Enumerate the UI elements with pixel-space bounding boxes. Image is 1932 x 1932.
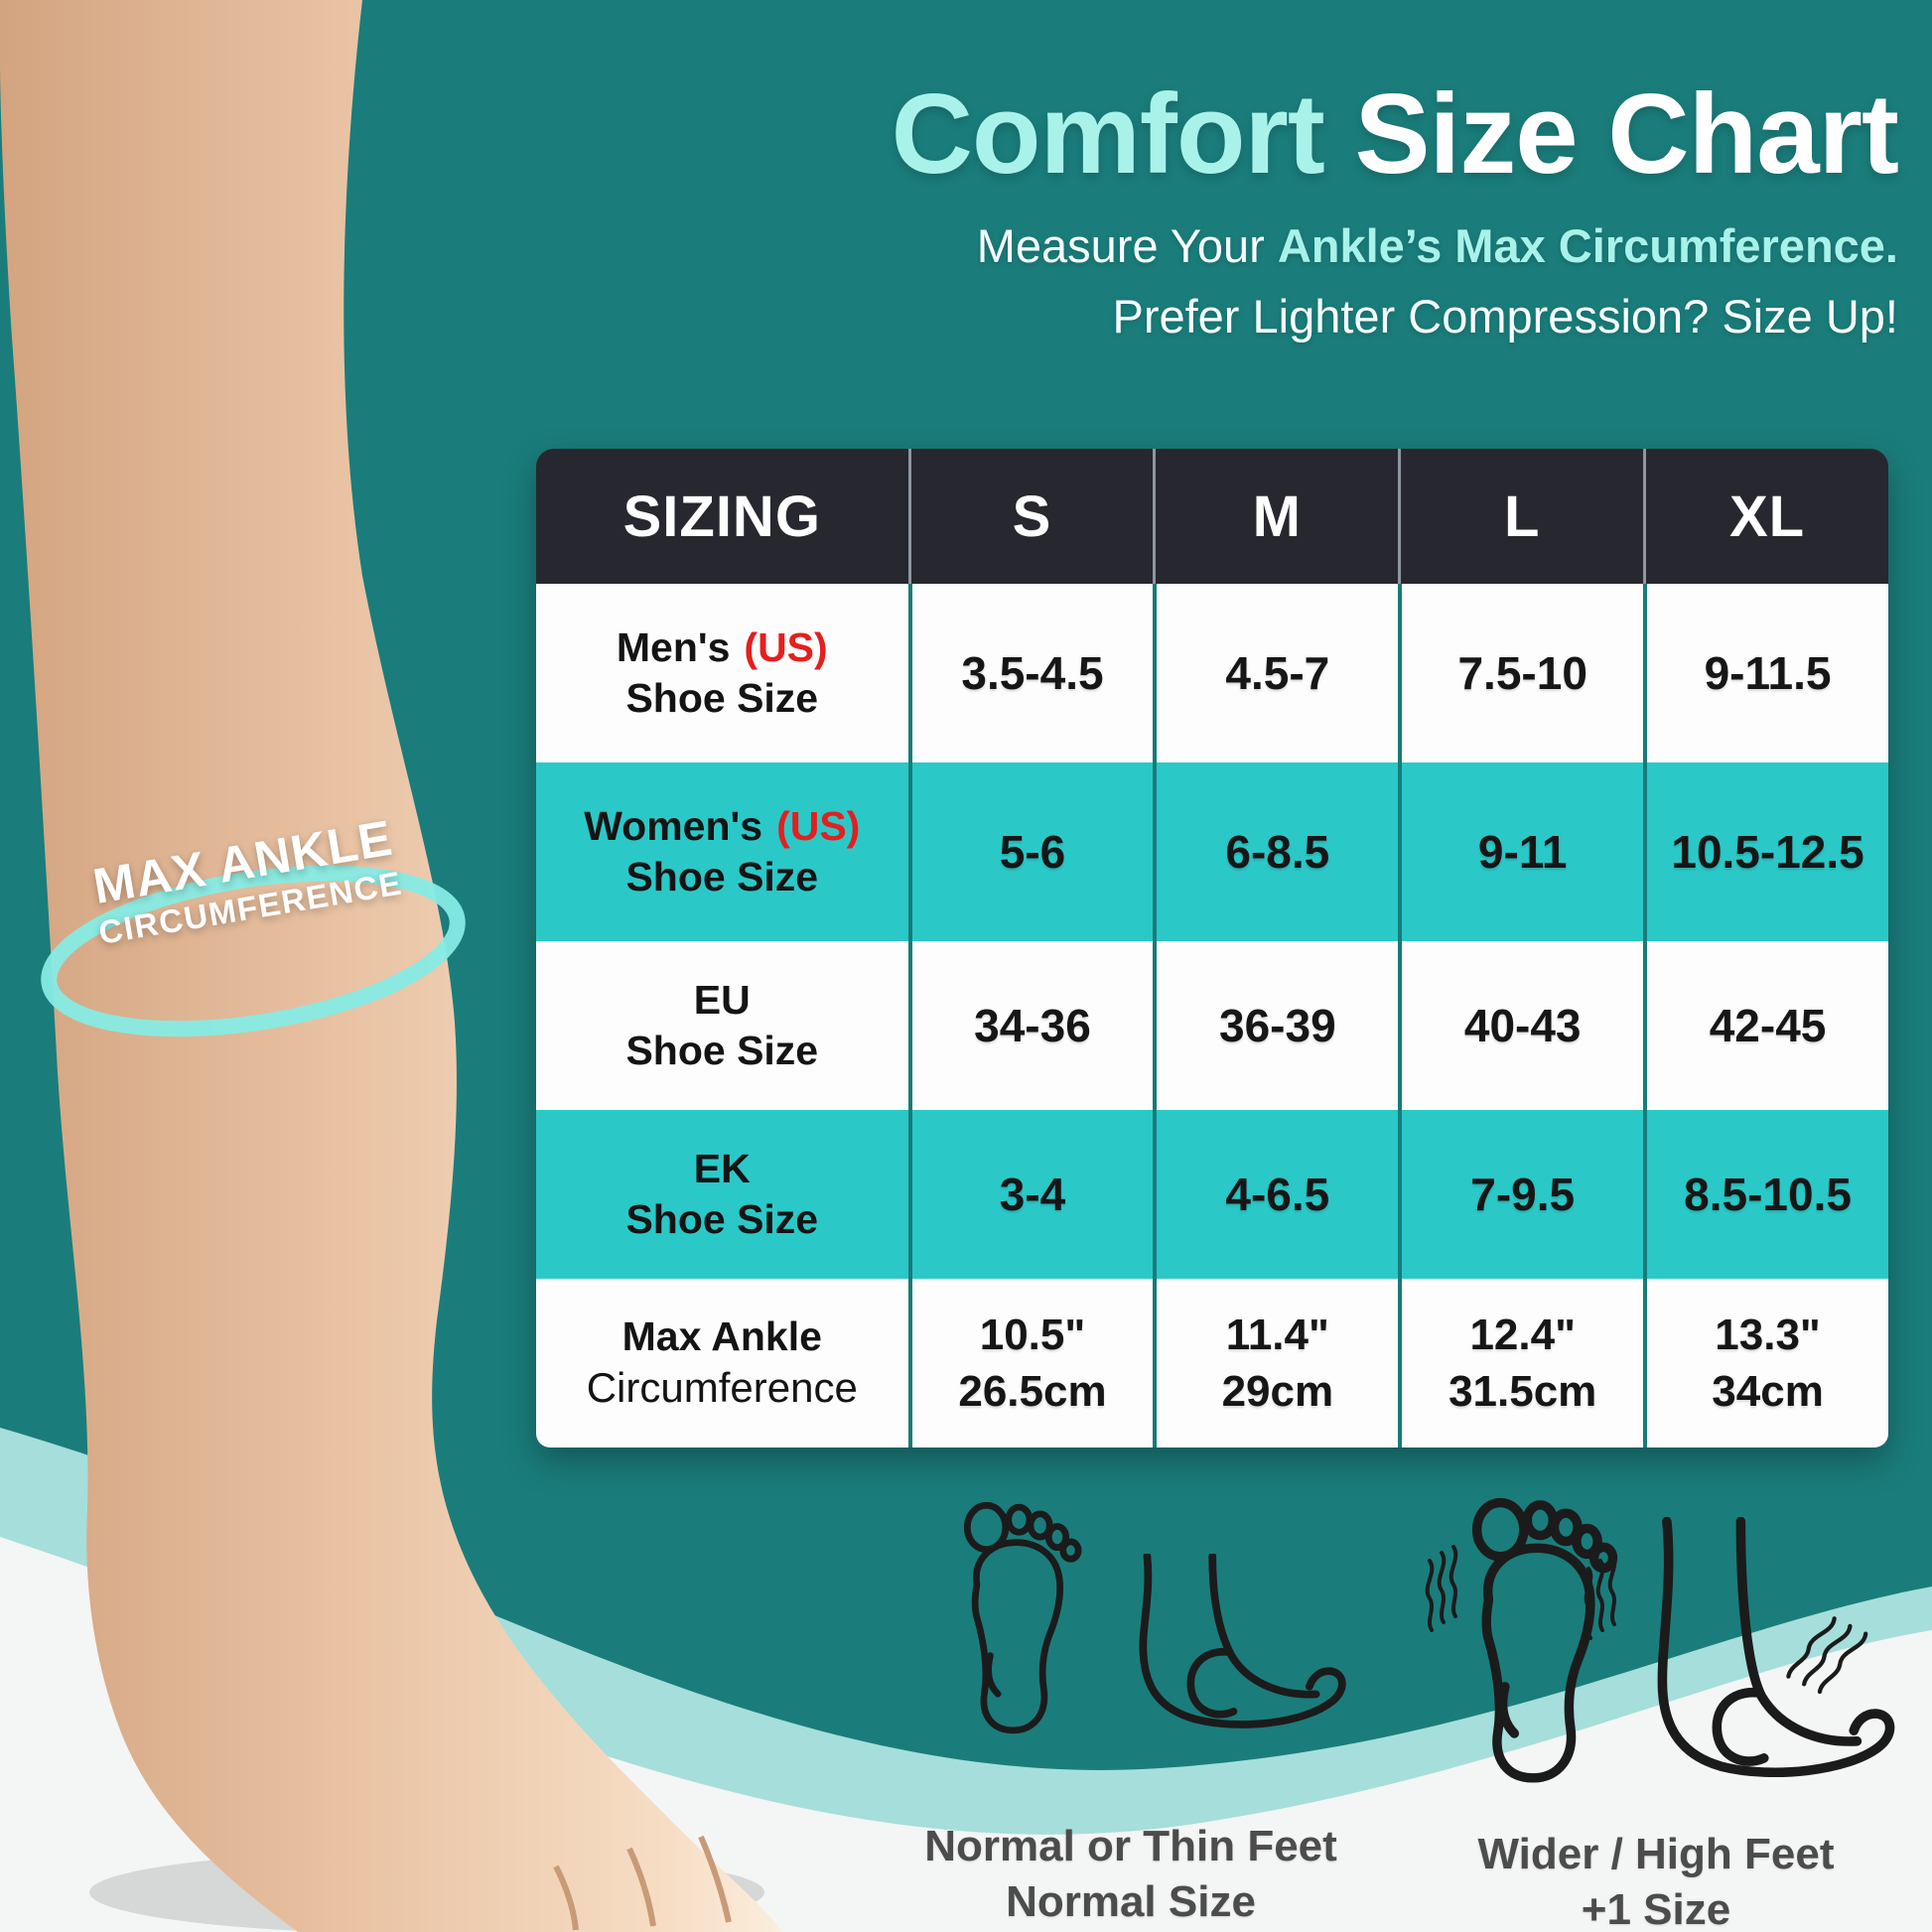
row-label: EU Shoe Size	[536, 941, 908, 1110]
wavy-lines-instep	[1786, 1616, 1868, 1695]
subtitle-line1-prefix: Measure Your	[976, 219, 1278, 273]
table-row-ek: EK Shoe Size 3-4 4-6.5 7-9.5 8.5-10.5	[536, 1110, 1888, 1279]
cell-value: 7.5-10	[1398, 584, 1643, 762]
value-cm: 26.5cm	[958, 1367, 1107, 1416]
value-cm: 29cm	[1221, 1367, 1334, 1416]
table-row-womens: Women's (US) Shoe Size 5-6 6-8.5 9-11 10.…	[536, 762, 1888, 941]
heading-block: Comfort Size Chart Measure Your Ankle’s …	[488, 76, 1899, 344]
table-row-eu: EU Shoe Size 34-36 36-39 40-43 42-45	[536, 941, 1888, 1110]
cell-value: 7-9.5	[1398, 1110, 1643, 1279]
page-title: Comfort Size Chart	[488, 76, 1899, 193]
caption-wider-feet: Wider / High Feet +1 Size	[1438, 1827, 1874, 1932]
table-header-row: SIZING S M L XL	[536, 449, 1888, 584]
foot-sole-normal-icon	[963, 1501, 1082, 1734]
row-label-main: Men's	[616, 623, 731, 670]
row-label-sub: Circumference	[586, 1364, 858, 1412]
cell-value: 12.4" 31.5cm	[1398, 1279, 1643, 1448]
cell-value: 10.5-12.5	[1643, 762, 1888, 941]
cell-value: 11.4" 29cm	[1153, 1279, 1398, 1448]
wavy-lines-right	[1584, 1553, 1617, 1640]
leg-photo-illustration	[0, 0, 782, 1932]
subtitle-line2: Prefer Lighter Compression? Size Up!	[1112, 290, 1898, 344]
cell-value: 8.5-10.5	[1643, 1110, 1888, 1279]
cell-value: 9-11	[1398, 762, 1643, 941]
value-inches: 10.5"	[979, 1310, 1086, 1359]
caption-line2: +1 Size	[1581, 1885, 1731, 1932]
caption-normal-feet: Normal or Thin Feet Normal Size	[912, 1819, 1349, 1931]
row-label-tag: (US)	[744, 623, 828, 670]
value-inches: 11.4"	[1225, 1310, 1329, 1359]
header-cell-s: S	[907, 449, 1154, 584]
row-label: Women's (US) Shoe Size	[536, 762, 908, 941]
title-highlight: Comfort	[891, 71, 1325, 198]
value-cm: 34cm	[1712, 1367, 1824, 1416]
foot-sole-wide-icon	[1425, 1497, 1618, 1783]
foot-side-normal-icon	[1139, 1554, 1346, 1728]
value-inches: 13.3"	[1715, 1310, 1821, 1359]
row-label-main: EU	[693, 976, 751, 1023]
header-cell-sizing: SIZING	[622, 483, 821, 549]
cell-value: 3-4	[907, 1110, 1154, 1279]
cell-value: 4.5-7	[1153, 584, 1398, 762]
toe-line	[626, 1847, 656, 1927]
leg-shape	[0, 0, 782, 1932]
cell-value: 6-8.5	[1153, 762, 1398, 941]
header-cell-xl: XL	[1643, 449, 1888, 584]
cell-value: 9-11.5	[1643, 584, 1888, 762]
caption-line1: Wider / High Feet	[1477, 1830, 1835, 1878]
cell-value: 3.5-4.5	[907, 584, 1154, 762]
row-label-sub: Shoe Size	[625, 854, 819, 899]
cell-value: 42-45	[1643, 941, 1888, 1110]
wavy-lines-left	[1425, 1545, 1458, 1632]
toe-line	[553, 1864, 579, 1931]
cell-value: 36-39	[1153, 941, 1398, 1110]
cell-value: 40-43	[1398, 941, 1643, 1110]
row-label-sub: Shoe Size	[625, 1028, 819, 1073]
ankle-circumference-ring	[41, 865, 466, 1037]
cell-value: 5-6	[907, 762, 1154, 941]
subtitle-line1: Measure Your Ankle’s Max Circumference.	[488, 218, 1898, 273]
row-label: EK Shoe Size	[536, 1110, 908, 1279]
subtitle-line1-highlight: Ankle’s Max Circumference.	[1277, 219, 1898, 273]
row-label-sub: Shoe Size	[625, 675, 819, 721]
value-inches: 12.4"	[1469, 1310, 1576, 1359]
value-cm: 31.5cm	[1449, 1367, 1597, 1416]
row-label-tag: (US)	[776, 802, 861, 849]
cell-value: 13.3" 34cm	[1643, 1279, 1888, 1448]
caption-line2: Normal Size	[1006, 1877, 1256, 1927]
row-label-main: Women's	[584, 802, 763, 849]
row-label-sub: Shoe Size	[625, 1196, 819, 1242]
row-label: Men's (US) Shoe Size	[536, 584, 908, 762]
table-row-mens: Men's (US) Shoe Size 3.5-4.5 4.5-7 7.5-10…	[536, 584, 1888, 762]
title-rest: Size Chart	[1354, 71, 1899, 198]
table-row-max-ankle: Max Ankle Circumference 10.5" 26.5cm 11.4…	[536, 1279, 1888, 1448]
cell-value: 10.5" 26.5cm	[907, 1279, 1154, 1448]
cell-value: 4-6.5	[1153, 1110, 1398, 1279]
row-label-main: Max Ankle	[621, 1313, 822, 1360]
foot-side-wide-icon	[1657, 1517, 1895, 1778]
header-cell-l: L	[1398, 449, 1643, 584]
row-label-main: EK	[693, 1145, 751, 1191]
row-label: Max Ankle Circumference	[536, 1279, 908, 1448]
header-cell-m: M	[1153, 449, 1398, 584]
size-chart-table: SIZING S M L XL Men's (US) Shoe Size 3.5-…	[536, 449, 1888, 1448]
caption-line1: Normal or Thin Feet	[924, 1822, 1337, 1870]
cell-value: 34-36	[907, 941, 1154, 1110]
toe-line	[698, 1835, 732, 1923]
